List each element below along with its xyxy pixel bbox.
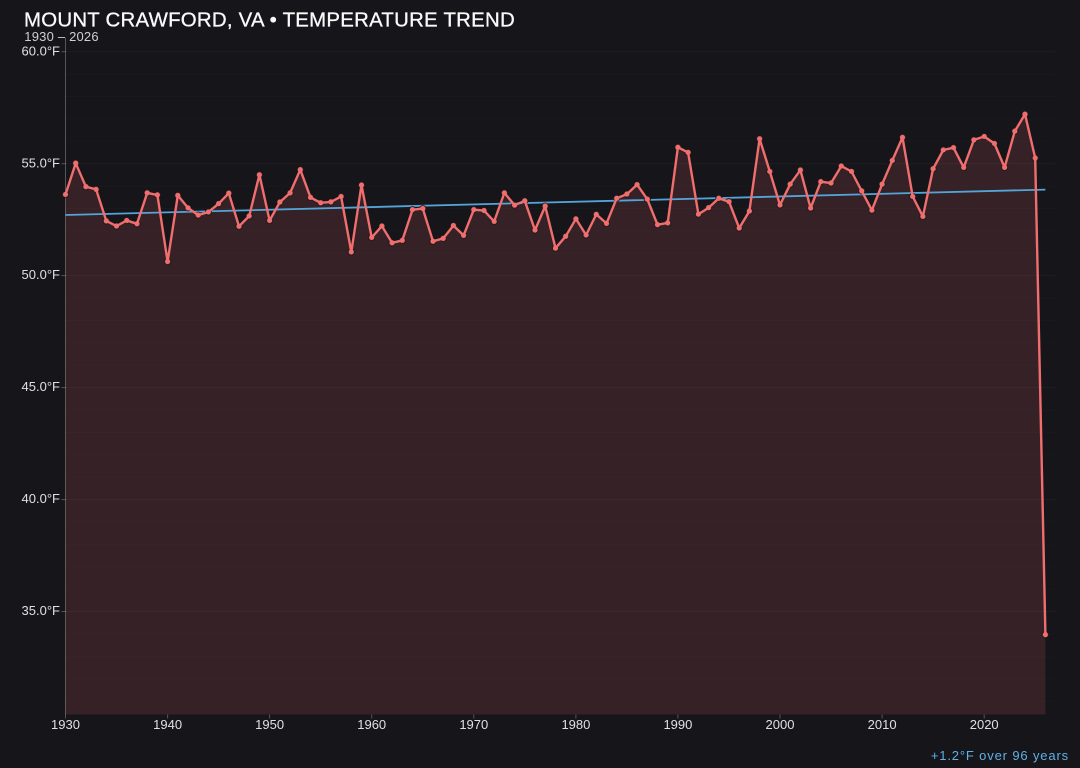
svg-text:1970: 1970: [459, 717, 488, 732]
svg-text:+1.2°F over 96 years: +1.2°F over 96 years: [931, 748, 1069, 763]
svg-text:2020: 2020: [970, 717, 999, 732]
svg-text:2000: 2000: [766, 717, 795, 732]
svg-text:1930 – 2026: 1930 – 2026: [24, 29, 99, 44]
svg-text:1950: 1950: [255, 717, 284, 732]
svg-text:1980: 1980: [561, 717, 590, 732]
svg-text:50.0°F: 50.0°F: [22, 267, 61, 282]
svg-text:45.0°F: 45.0°F: [22, 379, 61, 394]
svg-text:1940: 1940: [153, 717, 182, 732]
svg-text:1960: 1960: [357, 717, 386, 732]
svg-text:1990: 1990: [663, 717, 692, 732]
svg-text:55.0°F: 55.0°F: [22, 155, 61, 170]
svg-text:1930: 1930: [51, 717, 80, 732]
svg-text:60.0°F: 60.0°F: [22, 43, 61, 58]
svg-text:35.0°F: 35.0°F: [22, 603, 61, 618]
svg-text:40.0°F: 40.0°F: [22, 491, 61, 506]
svg-text:2010: 2010: [868, 717, 897, 732]
svg-text:MOUNT CRAWFORD, VA • TEMPERATU: MOUNT CRAWFORD, VA • TEMPERATURE TREND: [24, 9, 515, 31]
